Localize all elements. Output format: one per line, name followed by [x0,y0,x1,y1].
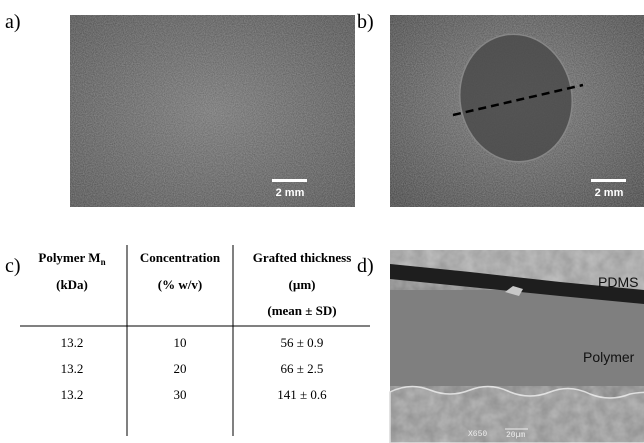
magnification: X650 [468,430,487,439]
header-text: Polymer M [38,250,100,265]
layer-label: PDMS [598,274,638,290]
panel-label: d) [357,255,374,277]
header-cell: (% w/v) [158,277,202,292]
header-cell: Polymer Mn [38,250,105,267]
header-cell: (µm) [289,277,316,292]
scale-bar-label: 20µm [506,431,525,440]
panel-label: c) [5,255,21,277]
panel-label: b) [357,11,374,33]
layer-label: Polymer [583,349,635,365]
panel-label: a) [5,11,21,33]
sem-image: PDMS Polymer X650 20µm [390,250,644,443]
header-cell: Concentration [140,250,221,265]
header-cell: (kDa) [56,277,88,292]
header-cell: Grafted thickness [253,250,352,265]
table-cell: 10 [174,335,187,350]
table-cell: 13.2 [61,361,84,376]
scale-bar-label: 2 mm [276,187,305,199]
table-body: 13.2 10 56 ± 0.9 13.2 20 66 ± 2.5 13.2 30 141 ± … [61,335,328,402]
header-cell: (mean ± SD) [267,303,336,318]
table-cell: 66 ± 2.5 [281,361,324,376]
table-cell: 13.2 [61,387,84,402]
table-cell: 20 [174,361,187,376]
table-cell: 141 ± 0.6 [277,387,327,402]
photo-a: 2 mm [70,15,355,207]
photo-b: 2 mm [390,15,644,207]
table-cell: 13.2 [61,335,84,350]
figure: a) 2 mm b) 2 mm c) Polymer Mn (kDa) Conc… [0,0,644,443]
table-cell: 30 [174,387,187,402]
scale-bar-label: 2 mm [595,187,624,199]
table-cell: 56 ± 0.9 [281,335,324,350]
table: Polymer Mn (kDa) Concentration (% w/v) G… [20,245,370,436]
header-subscript: n [101,257,106,267]
